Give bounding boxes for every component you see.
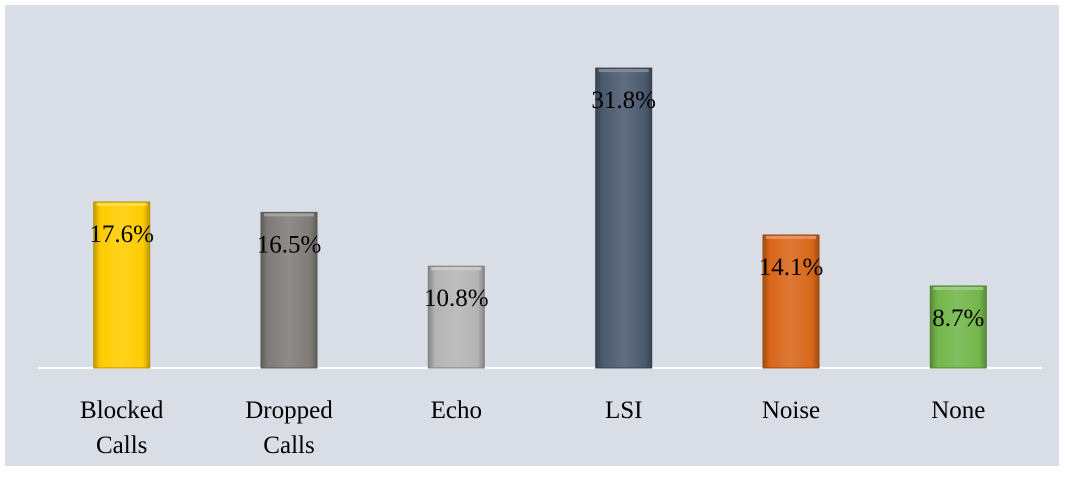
chart-area: 17.6% 16.5% 10.8% 31.8% 14.1% 8.7% Blocked Cal… [5,5,1059,466]
category-label: Calls [263,432,314,459]
bar-highlight [766,236,816,239]
category-label: None [931,397,985,424]
category-labels: Blocked Calls Dropped Calls Echo LSI Noise None [80,397,985,459]
category-label: Dropped [245,397,333,424]
bar-highlight [933,287,984,290]
data-label: 14.1% [759,254,824,281]
data-label: 10.8% [424,285,489,312]
bar-none [929,285,987,369]
bar-echo [427,265,485,369]
bar-highlight [264,213,314,217]
bar-chart: 17.6% 16.5% 10.8% 31.8% 14.1% 8.7% Blocked Cal… [38,67,1042,459]
bar-highlight [431,267,482,271]
bar-noise [762,234,820,369]
data-labels: 17.6% 16.5% 10.8% 31.8% 14.1% 8.7% [89,87,984,332]
bar-highlight [598,69,649,73]
category-label: Calls [96,432,147,459]
data-label: 8.7% [932,305,984,332]
data-label: 17.6% [89,221,154,248]
category-label: Noise [762,397,820,424]
bars [93,67,987,369]
bar-blocked-calls [93,201,151,369]
data-label: 31.8% [591,87,656,114]
category-label: LSI [605,397,643,424]
category-label: Blocked [80,397,164,424]
category-label: Echo [431,397,482,424]
bar-highlight [96,203,147,206]
bar-dropped-calls [260,211,318,369]
data-label: 16.5% [257,231,322,258]
bar-lsi [595,67,653,369]
